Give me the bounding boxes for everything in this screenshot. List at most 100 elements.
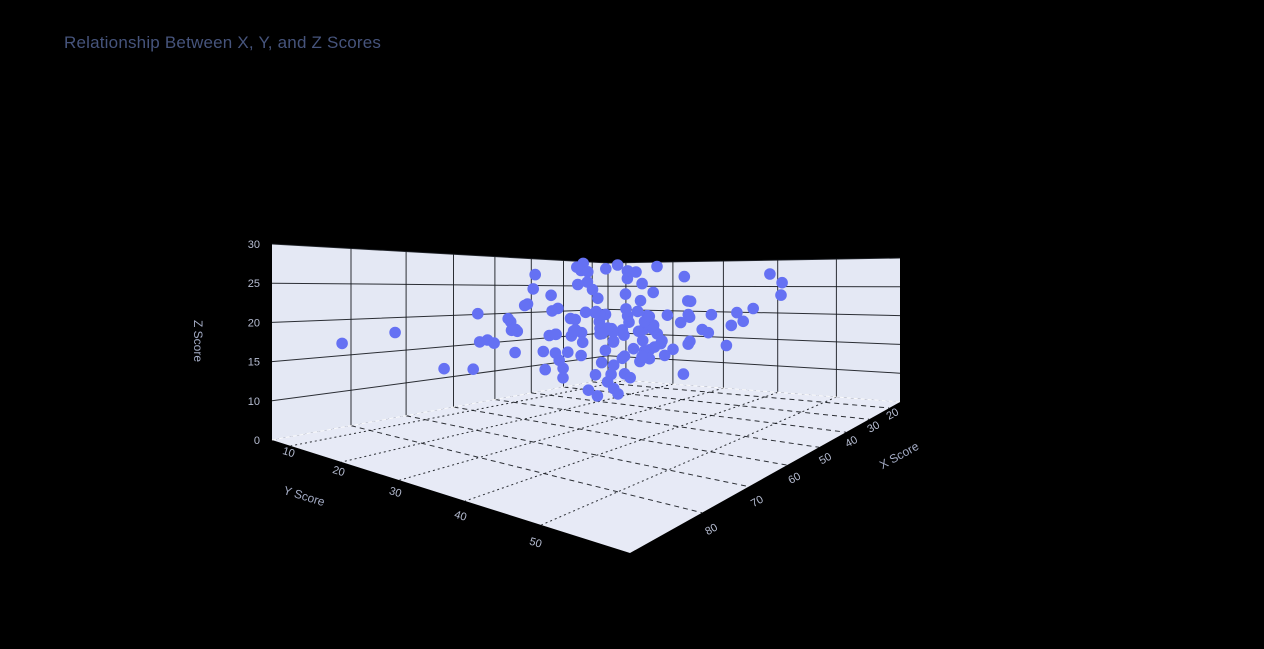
scatter-point[interactable] [389, 326, 401, 339]
left-wall [272, 244, 608, 440]
scatter-point[interactable] [658, 349, 671, 362]
y-axis-tick-label: 50 [528, 536, 543, 551]
scatter-point[interactable] [582, 384, 595, 397]
scatter-point[interactable] [586, 283, 599, 296]
scatter-point[interactable] [775, 289, 787, 301]
scatter-point[interactable] [618, 329, 630, 341]
scatter-point[interactable] [488, 337, 500, 349]
scatter-point[interactable] [737, 315, 749, 328]
x-axis-tick-label: 40 [843, 434, 860, 450]
scatter-point[interactable] [562, 346, 574, 359]
floor-grid-y-line [399, 387, 724, 481]
floor-grid-y-line [465, 391, 778, 502]
z-axis-tick-label: 20 [248, 317, 260, 329]
scatter-point[interactable] [684, 335, 696, 348]
z-axis-tick-label: 30 [248, 239, 260, 251]
scatter-point[interactable] [667, 343, 679, 356]
scatter-point[interactable] [546, 305, 558, 317]
scatter-point[interactable] [509, 346, 521, 359]
scatter-point[interactable] [569, 313, 581, 326]
scatter-point[interactable] [572, 278, 584, 291]
floor-grid-x-line [350, 425, 703, 514]
scatter-point[interactable] [607, 336, 620, 348]
scatter-point[interactable] [647, 286, 659, 299]
z-axis-tick-label: 15 [248, 357, 260, 369]
scatter-point[interactable] [336, 337, 348, 350]
scatter-point[interactable] [634, 294, 647, 307]
scatter-point[interactable] [582, 266, 594, 278]
scatter-point[interactable] [545, 289, 557, 302]
scatter-point[interactable] [592, 292, 604, 305]
x-axis-tick-label: 60 [786, 470, 803, 486]
scatter-point[interactable] [636, 277, 648, 290]
floor-grid-x-line [563, 386, 870, 420]
scatter-point[interactable] [725, 319, 738, 332]
scatter-point[interactable] [764, 268, 776, 280]
scatter-point[interactable] [674, 316, 687, 329]
scatter-point[interactable] [438, 362, 450, 375]
scatter-point[interactable] [705, 308, 718, 321]
scatter-point[interactable] [636, 334, 649, 347]
right-wall [608, 258, 900, 402]
scatter-point[interactable] [518, 299, 531, 312]
scatter-point[interactable] [632, 325, 645, 338]
scatter-point[interactable] [599, 344, 612, 357]
scatter-point[interactable] [571, 261, 583, 274]
scatter-point[interactable] [683, 311, 696, 324]
scatter-point[interactable] [651, 260, 663, 273]
scatter-point[interactable] [661, 309, 674, 322]
scatter-point[interactable] [527, 283, 539, 295]
scatter-point[interactable] [677, 368, 690, 380]
scatter-point[interactable] [549, 347, 562, 359]
scatter-point[interactable] [612, 388, 624, 400]
scatter-point[interactable] [623, 316, 635, 329]
scatter-point[interactable] [607, 359, 620, 372]
scatter-point[interactable] [472, 307, 484, 320]
x-axis-tick-label: 70 [749, 494, 766, 510]
scatter-point[interactable] [557, 372, 569, 384]
scatter-point[interactable] [611, 259, 624, 271]
scatter-point[interactable] [539, 363, 551, 376]
scatter-point[interactable] [537, 345, 550, 358]
x-axis-tick-label: 50 [817, 451, 834, 467]
scatter-point[interactable] [589, 306, 601, 319]
scatter-point[interactable] [579, 306, 592, 319]
scatter-point[interactable] [627, 342, 640, 355]
scatter-point[interactable] [596, 327, 609, 340]
scatter-point[interactable] [702, 326, 715, 339]
scatter-point[interactable] [467, 363, 480, 376]
x-axis-tick-label: 20 [884, 406, 901, 422]
scatter-point[interactable] [575, 349, 587, 362]
scatter-point[interactable] [529, 268, 541, 281]
x-axis-tick-label: 30 [865, 419, 882, 435]
scatter-point[interactable] [747, 302, 759, 315]
scatter-point[interactable] [589, 369, 602, 381]
scatter-point[interactable] [591, 390, 604, 402]
scatter-point[interactable] [684, 295, 697, 308]
scatter-point[interactable] [595, 356, 608, 369]
floor-junction-line [271, 378, 901, 441]
scatter-point[interactable] [502, 312, 514, 325]
scatter-point[interactable] [473, 336, 486, 348]
scatter-point[interactable] [624, 371, 636, 384]
scatter-point[interactable] [776, 276, 788, 289]
scatter-point[interactable] [600, 263, 612, 275]
scatter-point[interactable] [620, 303, 632, 315]
scatter-point[interactable] [505, 324, 518, 337]
scatter-point[interactable] [618, 350, 631, 363]
scatter-point[interactable] [576, 336, 589, 349]
scatter-point[interactable] [731, 306, 743, 319]
y-axis-tick-label: 20 [331, 464, 346, 479]
scatter-point[interactable] [622, 265, 634, 277]
scatter-point[interactable] [648, 341, 661, 353]
scatter-point[interactable] [631, 305, 644, 318]
scatter-point[interactable] [636, 350, 648, 363]
scatter-point[interactable] [643, 310, 656, 323]
scatter-point[interactable] [678, 270, 691, 283]
scatter-point[interactable] [720, 339, 733, 352]
scatter-point[interactable] [619, 288, 632, 300]
scatter-point[interactable] [549, 328, 562, 341]
scatter-point[interactable] [569, 324, 582, 336]
